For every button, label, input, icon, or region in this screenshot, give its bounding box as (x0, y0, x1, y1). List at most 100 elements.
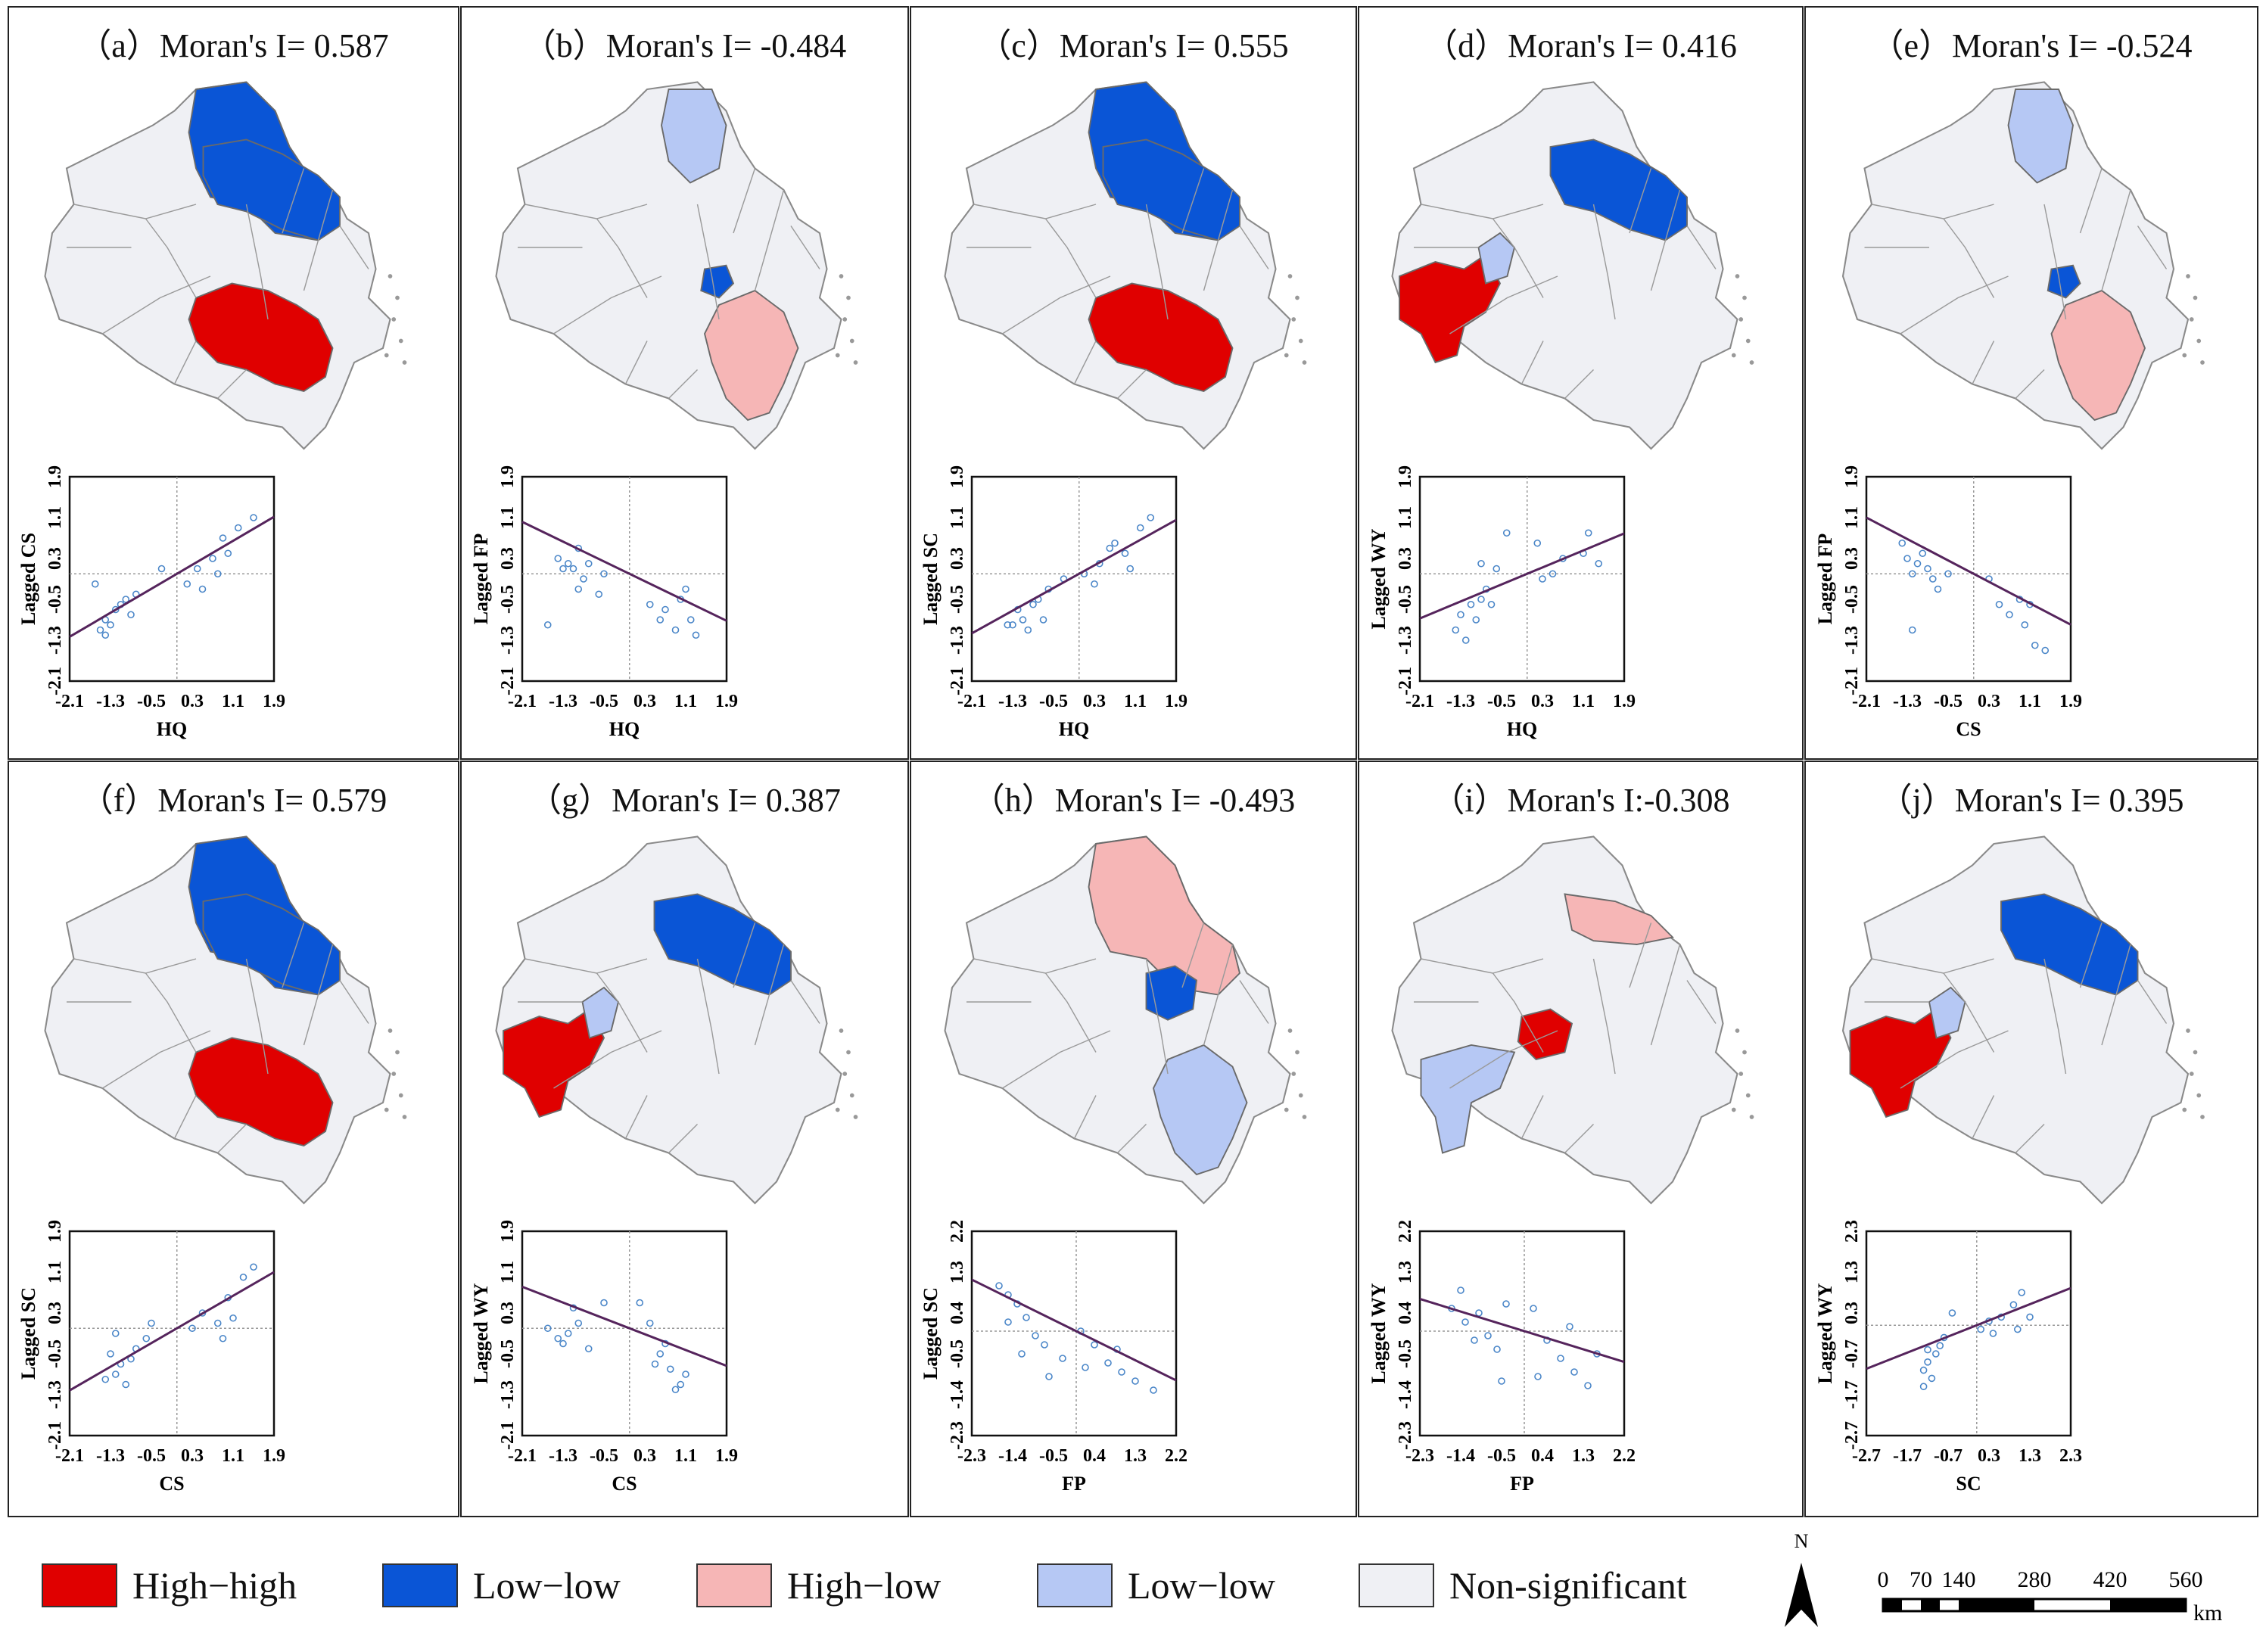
x-tick-label: -2.1 (1852, 692, 1881, 711)
y-tick-label: -1.3 (498, 1380, 518, 1409)
island (2196, 338, 2202, 344)
y-tick-label: 0.3 (45, 1302, 65, 1324)
regression-line (69, 1271, 275, 1392)
legend-item-non-significant: Non-significant (1359, 1559, 1687, 1612)
island (846, 1050, 851, 1055)
map-boundary (1521, 1095, 1544, 1139)
scatter-point (1498, 1377, 1505, 1385)
x-tick-label: -2.1 (508, 692, 537, 711)
scatter-point (1004, 621, 1012, 629)
x-axis-label: SC (1956, 1473, 1981, 1495)
scatter-point (96, 626, 104, 634)
scatter-point (677, 1380, 685, 1389)
map-boundary (1002, 1030, 1111, 1089)
y-tick-label: 0.3 (45, 547, 65, 570)
y-tick-label: 0.3 (948, 547, 967, 570)
y-axis-label: Lagged SC (17, 1287, 39, 1380)
scatter-point (122, 1380, 130, 1389)
map-panel-g: （g）Moran's I= 0.387 -2.1 -1.3 -0.5 0.3 1.1 1.9… (460, 761, 909, 1517)
x-tick-label: 1.1 (1572, 692, 1595, 711)
map-region-cluster (2007, 89, 2074, 184)
x-tick-label: 1.1 (2019, 692, 2041, 711)
scatter-point (148, 1319, 155, 1327)
scatter-point (1041, 1341, 1048, 1349)
scatter-point (1924, 1358, 1931, 1366)
island (1731, 353, 1736, 358)
y-tick-label: -1.3 (1842, 626, 1862, 655)
scatter-point (636, 1299, 644, 1307)
y-tick-label: -0.5 (948, 585, 967, 614)
scatter-frame (970, 475, 1178, 683)
x-tick-label: 1.9 (2059, 692, 2082, 711)
scatter-point (1024, 626, 1032, 634)
map-boundary (1449, 1030, 1558, 1089)
map-region-cluster (1088, 835, 1241, 996)
map-boundary (668, 1123, 699, 1154)
scatter-frame (1865, 475, 2072, 683)
y-tick-label: -0.7 (1842, 1339, 1862, 1368)
x-tick-label: -0.5 (1039, 692, 1068, 711)
legend-label: High−low (787, 1564, 942, 1607)
map-boundary (1972, 341, 1995, 384)
map-boundary (339, 226, 369, 269)
panel-title: （g）Moran's I= 0.387 (528, 782, 841, 819)
panel-graphic: -2.1 -1.3 -0.5 0.3 1.1 1.9 -2.1 -1.3 -0.5 0.3 1.1 1… (1368, 81, 1754, 740)
x-tick-label: -0.5 (137, 692, 166, 711)
y-tick-label: 1.1 (498, 506, 518, 529)
map-boundary (2079, 922, 2103, 988)
map-region-cluster (2000, 893, 2139, 996)
choropleth-map (944, 81, 1307, 450)
map-boundary (754, 944, 785, 1046)
x-axis-label: FP (1510, 1473, 1534, 1495)
map-region-cluster (188, 282, 334, 393)
island (1302, 360, 1307, 365)
map-panel-a: （a）Moran's I= 0.587 -2.1 -1.3 -0.5 0.3 1.1 1.9… (8, 6, 459, 760)
x-tick-label: 1.9 (263, 1446, 285, 1466)
scatter-point (127, 611, 135, 619)
scatter-point (1908, 570, 1916, 578)
regression-line (971, 1278, 1177, 1382)
scatter-point (111, 605, 120, 614)
scatter-point (574, 1319, 583, 1327)
scatter-point (1019, 616, 1027, 624)
scale-unit: km (2193, 1601, 2222, 1626)
panel-graphic: -2.3 -1.4 -0.5 0.4 1.3 2.2 -2.3 -1.4 -0.5 0.4 1.3 2… (1368, 835, 1754, 1495)
island (2182, 353, 2187, 358)
x-tick-label: 1.3 (2019, 1446, 2041, 1466)
y-tick-label: 0.4 (948, 1302, 967, 1324)
island (2189, 1072, 2194, 1076)
scatter-point (646, 1319, 654, 1327)
scatter-point (1487, 600, 1496, 608)
map-boundary (1044, 218, 1097, 298)
island (2182, 1107, 2187, 1112)
scatter-point (2018, 1289, 2026, 1296)
map-panel-i: （i）Moran's I:-0.308 -2.3 -1.4 -0.5 0.4 1.3 2.2… (1358, 761, 1804, 1517)
map-boundary (282, 168, 305, 234)
scatter-point (193, 565, 201, 573)
y-tick-label: -2.3 (948, 1421, 967, 1450)
map-boundary (1492, 972, 1544, 1053)
legend-label: Non-significant (1449, 1564, 1687, 1607)
scatter-point (198, 585, 207, 593)
panel-graphic: -2.7 -1.7 -0.7 0.3 1.3 2.3 -2.7 -1.7 -0.7 0.3 1.3 2… (1814, 835, 2205, 1495)
legend-label: Low−low (1128, 1564, 1275, 1607)
x-tick-label: 1.9 (715, 692, 738, 711)
y-tick-label: -0.5 (498, 1339, 518, 1368)
map-boundary (2101, 944, 2131, 1046)
map-boundary (1871, 204, 1994, 219)
map-region-cluster (202, 893, 341, 996)
map-region-cluster (1088, 282, 1234, 393)
map-boundary (973, 204, 1097, 219)
panel-title: （c）Moran's I= 0.555 (978, 27, 1289, 64)
scatter-point (239, 1273, 247, 1281)
map-boundary (1239, 980, 1269, 1024)
map-boundary (1972, 1095, 1995, 1139)
map-boundary (1521, 341, 1544, 384)
x-tick-label: -0.5 (1039, 1446, 1068, 1466)
scatter-point (2006, 611, 2013, 619)
island (398, 338, 403, 344)
map-boundary (1592, 204, 1616, 320)
map-region-cluster (700, 264, 735, 299)
x-tick-label: 1.1 (222, 1446, 244, 1466)
scatter-point (692, 631, 700, 639)
